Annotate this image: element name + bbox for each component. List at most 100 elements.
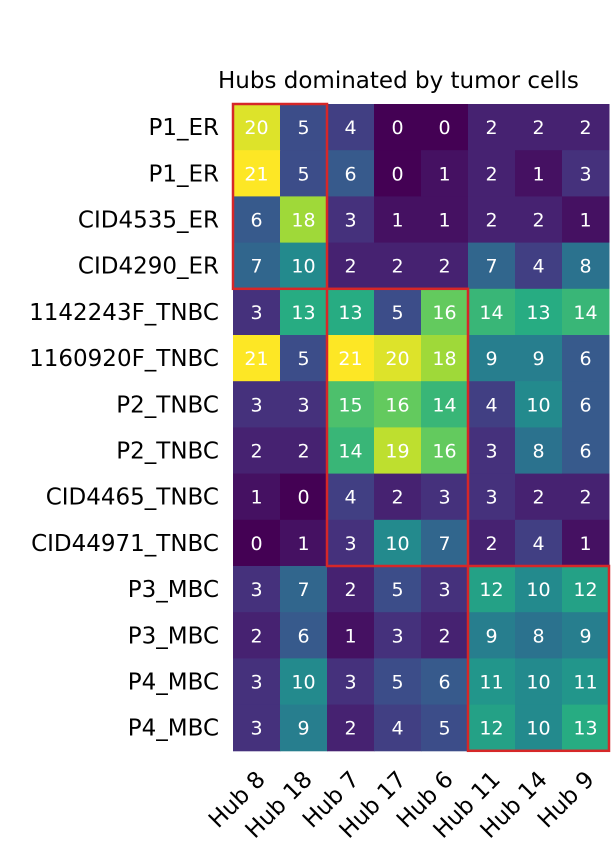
heatmap-cell [280,473,328,521]
cell-value-label: 2 [250,441,262,463]
heatmap-cell [515,242,563,290]
heatmap-cell [374,288,422,336]
heatmap-cell [327,566,375,613]
cell-value-label: 14 [432,394,456,416]
cell-value-label: 6 [579,394,591,416]
cell-value-label: 15 [338,394,362,416]
row-label: 1142243F_TNBC [29,300,219,326]
heatmap-cell [421,196,469,244]
heatmap-cell [233,288,281,336]
cell-value-label: 2 [485,117,497,139]
cell-value-label: 0 [250,533,262,555]
cell-value-label: 21 [338,348,362,370]
cell-value-label: 2 [438,256,450,278]
heatmap-cell [233,242,281,290]
heatmap-cell [327,381,375,428]
heatmap-cell [515,150,563,197]
heatmap-cells: 20 5 4 0 0 2 2 221 5 6 0 1 2 1 36 18 3 1 1 2 2 17 10 2 2 2 7 4 83 13 1… [233,104,610,752]
heatmap-cell [515,473,563,521]
cell-value-label: 2 [344,579,356,601]
row-label: P3_MBC [128,577,219,603]
cell-value-label: 11 [573,672,597,694]
cell-value-label: 5 [297,163,309,185]
cell-value-label: 13 [291,302,315,324]
cell-value-label: 4 [391,718,403,740]
heatmap-cell [233,381,281,428]
heatmap-cell [327,473,375,521]
cell-value-label: 21 [244,163,268,185]
heatmap-cell [421,658,469,706]
cell-value-label: 10 [291,672,315,694]
cell-value-label: 7 [438,533,450,555]
heatmap-cell [233,566,281,613]
heatmap-cell [515,566,563,613]
heatmap-cell [327,150,375,197]
chart-title: Hubs dominated by tumor cells [218,68,579,94]
heatmap-cell [421,104,469,151]
cell-value-label: 2 [485,210,497,232]
heatmap-cell [421,150,469,197]
highlight-boxes [231,102,611,753]
cell-value-label: 6 [438,672,450,694]
cell-value-label: 8 [532,625,544,647]
heatmap-cell [280,288,328,336]
cell-value-label: 1 [438,210,450,232]
cell-value-label: 1 [297,533,309,555]
heatmap-cell [515,381,563,428]
cell-value-label: 1 [344,625,356,647]
cell-value-label: 1 [579,210,591,232]
row-label: P3_MBC [128,623,219,649]
cell-value-label: 10 [526,579,550,601]
heatmap-cell [421,335,469,382]
heatmap-cell [562,288,610,336]
row-label: CID4465_TNBC [46,485,219,511]
heatmap-cell [468,150,516,197]
heatmap-cell [280,381,328,428]
cell-value-label: 2 [579,117,591,139]
cell-value-label: 3 [297,394,309,416]
cell-value-label: 8 [532,441,544,463]
heatmap-cell [327,427,375,475]
cell-value-label: 20 [385,348,409,370]
cell-value-label: 1 [391,210,403,232]
row-label: CID44971_TNBC [31,531,219,557]
cell-value-label: 14 [479,302,503,324]
row-labels: P1_ER P1_ER CID4535_ER CID4290_ER 1142243F_T… [29,115,219,742]
row-label: P1_ER [148,115,219,141]
cell-value-label: 5 [297,348,309,370]
cell-value-label: 1 [532,163,544,185]
cell-value-label: 7 [250,256,262,278]
cell-value-label: 2 [391,487,403,509]
cell-value-label: 20 [244,117,268,139]
cell-value-label: 8 [579,256,591,278]
cell-value-label: 0 [438,117,450,139]
row-label: CID4535_ER [78,208,219,234]
cell-value-label: 9 [485,348,497,370]
cell-value-label: 4 [532,256,544,278]
cell-value-label: 9 [532,348,544,370]
heatmap-cell [374,566,422,613]
heatmap-cell [562,381,610,428]
highlight-box-tnbc [325,287,470,568]
heatmap-cell [233,473,281,521]
heatmap-cell [468,519,516,567]
heatmap-cell [421,288,469,336]
cell-value-label: 4 [344,487,356,509]
heatmap-cell [515,612,563,659]
heatmap-cell [327,519,375,567]
cell-value-label: 3 [250,579,262,601]
cell-value-label: 10 [526,718,550,740]
heatmap-cell [327,612,375,659]
cell-value-label: 1 [438,163,450,185]
cell-value-label: 3 [344,533,356,555]
heatmap-cell [421,566,469,613]
cell-value-label: 3 [579,163,591,185]
heatmap-cell [515,335,563,382]
heatmap-cell [374,427,422,475]
heatmap-cell [468,242,516,290]
heatmap-cell [233,427,281,475]
heatmap-cell [468,427,516,475]
cell-value-label: 3 [485,441,497,463]
cell-value-label: 14 [573,302,597,324]
cell-value-label: 9 [485,625,497,647]
